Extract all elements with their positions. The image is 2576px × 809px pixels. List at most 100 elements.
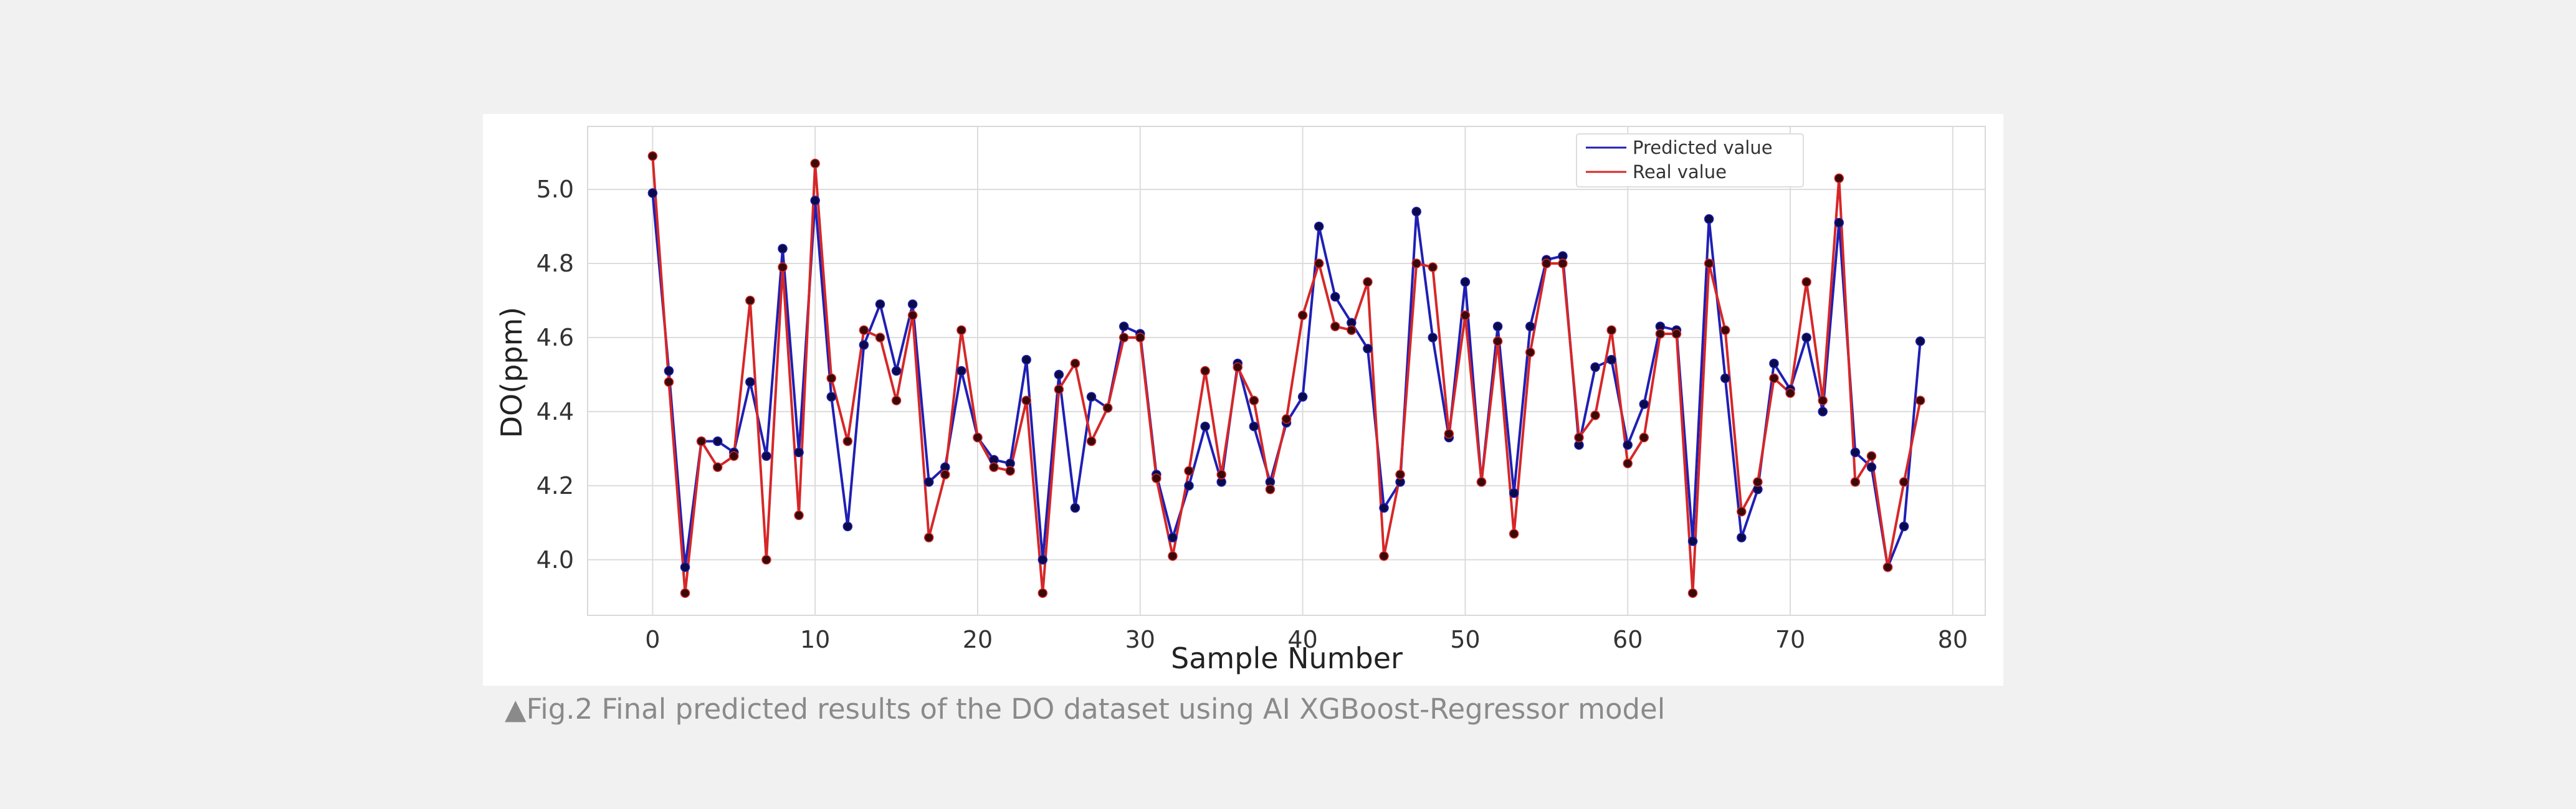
real-point	[1444, 428, 1454, 439]
real-point	[1152, 473, 1162, 483]
predicted-point	[842, 521, 853, 532]
real-point	[1233, 362, 1243, 372]
real-point	[1915, 395, 1925, 405]
real-point	[1671, 329, 1682, 339]
predicted-point	[923, 477, 934, 487]
real-point	[1769, 373, 1779, 384]
real-point	[1590, 410, 1600, 420]
real-point	[891, 395, 902, 405]
predicted-point	[1200, 421, 1210, 432]
predicted-point	[647, 188, 658, 198]
predicted-point	[859, 340, 869, 350]
predicted-point	[745, 377, 755, 387]
real-point	[1704, 258, 1714, 268]
predicted-point	[1086, 392, 1097, 402]
predicted-point	[1899, 521, 1909, 532]
legend-label-predicted: Predicted value	[1633, 137, 1773, 158]
real-point	[1021, 395, 1031, 405]
predicted-point	[680, 562, 690, 572]
real-point	[1102, 403, 1113, 413]
predicted-point	[826, 392, 836, 402]
real-point	[1574, 432, 1584, 443]
predicted-point	[1411, 207, 1421, 217]
real-point	[1801, 277, 1811, 287]
real-point	[907, 310, 918, 321]
real-point	[1395, 470, 1405, 480]
real-point	[1379, 551, 1389, 561]
real-point	[1216, 470, 1226, 480]
real-point	[859, 325, 869, 335]
real-point	[1687, 588, 1698, 598]
real-point	[647, 151, 658, 161]
real-point	[1281, 414, 1292, 424]
real-point	[1411, 258, 1421, 268]
real-point	[1542, 258, 1552, 268]
predicted-point	[1379, 503, 1389, 513]
real-point	[842, 436, 853, 447]
real-point	[1330, 321, 1340, 331]
real-point	[1119, 333, 1129, 343]
real-point	[1297, 310, 1308, 321]
real-point	[1347, 325, 1357, 335]
real-point	[1509, 529, 1519, 539]
x-tick-label: 0	[645, 626, 660, 653]
predicted-point	[1054, 369, 1064, 380]
predicted-point	[712, 436, 723, 447]
real-point	[728, 451, 739, 461]
y-axis-title: DO(ppm)	[495, 307, 528, 438]
real-point	[712, 462, 723, 472]
real-point	[1850, 477, 1861, 487]
predicted-point	[1428, 333, 1438, 343]
y-tick-label: 5.0	[537, 176, 574, 203]
real-point	[1492, 336, 1503, 346]
predicted-point	[1460, 277, 1471, 287]
x-tick-label: 70	[1775, 626, 1805, 653]
predicted-point	[1606, 354, 1616, 365]
real-point	[989, 462, 999, 472]
predicted-point	[1720, 373, 1730, 384]
x-tick-label: 10	[800, 626, 830, 653]
y-tick-label: 4.0	[537, 546, 574, 574]
predicted-point	[956, 366, 966, 376]
predicted-point	[1704, 214, 1714, 224]
real-point	[1005, 466, 1015, 476]
legend-box	[1576, 133, 1804, 187]
predicted-point	[1623, 440, 1633, 450]
real-point	[1249, 395, 1259, 405]
predicted-point	[1801, 333, 1811, 343]
predicted-point	[1314, 221, 1324, 232]
real-point	[1525, 348, 1535, 357]
real-point	[778, 262, 788, 272]
real-point	[1639, 432, 1649, 443]
real-point	[1428, 262, 1438, 272]
predicted-point	[1297, 392, 1308, 402]
predicted-point	[1168, 532, 1178, 542]
real-point	[1265, 485, 1276, 494]
real-point	[956, 325, 966, 335]
predicted-point	[1866, 462, 1877, 472]
predicted-point	[1834, 217, 1844, 228]
predicted-point	[761, 451, 771, 461]
x-tick-label: 40	[1287, 626, 1317, 653]
x-tick-label: 20	[963, 626, 993, 653]
real-point	[664, 377, 674, 387]
real-point	[1054, 384, 1064, 394]
tick-labels: 0 10 20 30 40 50 60 70 80 4.0 4.2 4.4 4.6 4.8 5.0	[537, 176, 1968, 653]
predicted-point	[1639, 399, 1649, 409]
x-tick-label: 30	[1125, 626, 1155, 653]
real-point	[1606, 325, 1616, 335]
predicted-point	[1021, 354, 1031, 365]
x-tick-label: 60	[1613, 626, 1643, 653]
real-point	[1314, 258, 1324, 268]
x-axis-title: Sample Number	[1171, 641, 1403, 675]
real-point	[1184, 466, 1194, 476]
real-point	[745, 295, 755, 306]
predicted-point	[1769, 358, 1779, 369]
predicted-point	[664, 366, 674, 376]
real-point	[1834, 173, 1844, 184]
real-point	[923, 532, 934, 542]
real-point	[1070, 358, 1080, 369]
predicted-point	[907, 299, 918, 310]
predicted-point	[875, 299, 885, 310]
x-tick-label: 80	[1938, 626, 1968, 653]
